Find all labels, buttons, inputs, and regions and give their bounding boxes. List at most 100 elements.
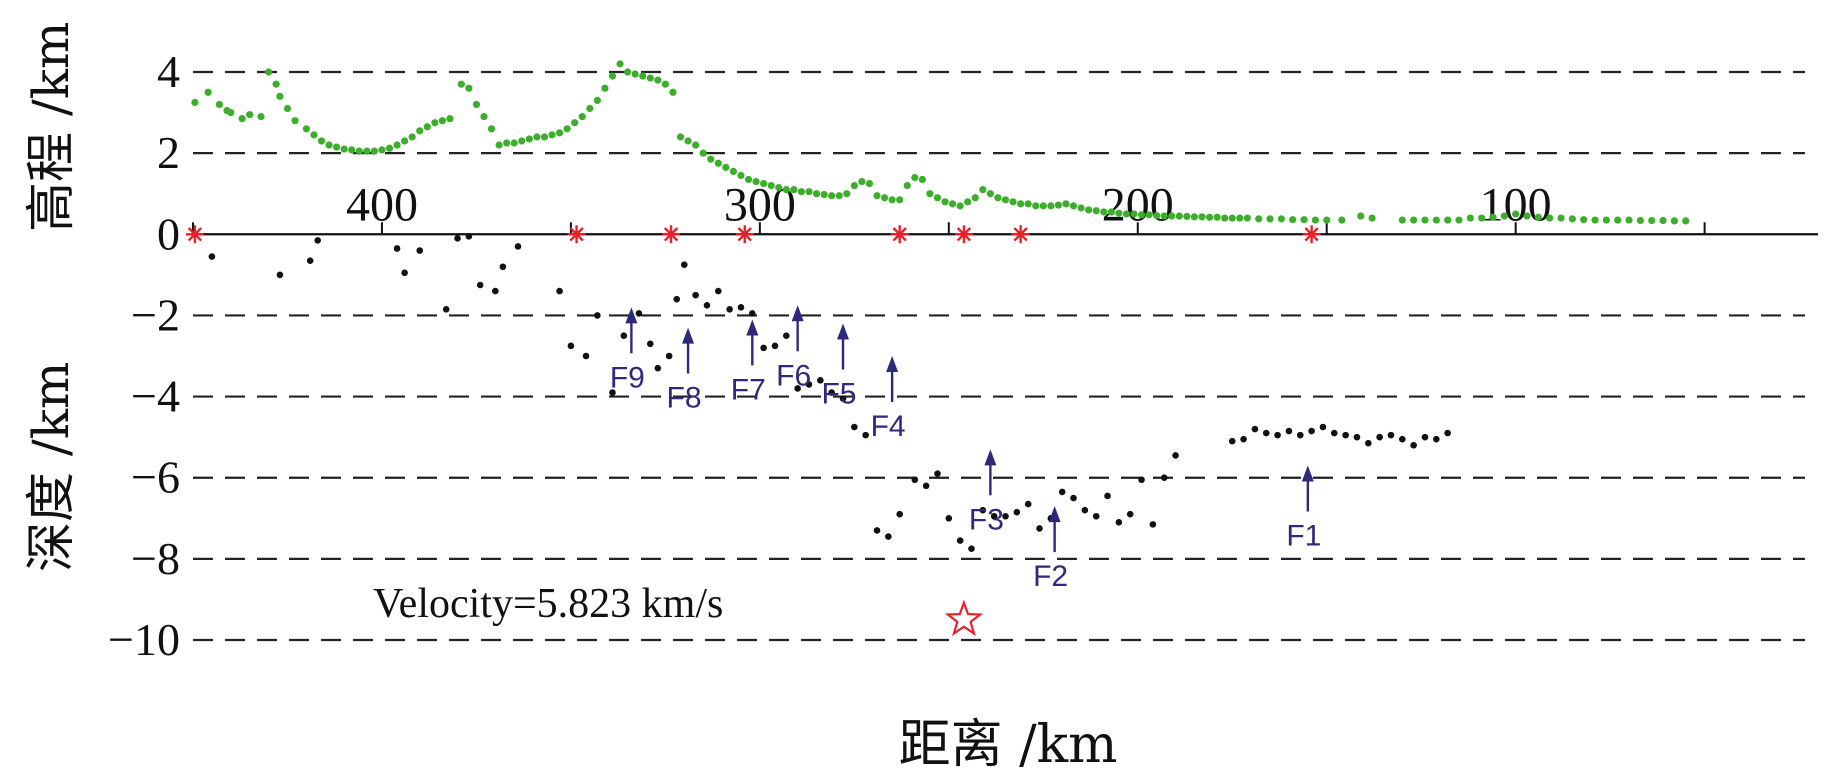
elevation-point xyxy=(264,68,273,76)
elevation-point xyxy=(503,139,511,147)
elevation-point xyxy=(472,100,481,109)
fault-f6: F6 xyxy=(776,305,811,392)
epicenter-star xyxy=(944,599,984,637)
depth-series xyxy=(208,233,1451,553)
elevation-point xyxy=(744,175,753,184)
depth-point xyxy=(783,332,790,340)
elevation-point xyxy=(926,190,934,198)
elevation-point xyxy=(1145,211,1153,219)
elevation-point xyxy=(333,143,341,151)
depth-point xyxy=(979,506,987,514)
elevation-point xyxy=(227,108,235,117)
depth-point xyxy=(1399,435,1406,443)
elevation-point xyxy=(1107,208,1115,216)
y-axis-label-lower: 深度 /km xyxy=(22,362,80,572)
depth-point xyxy=(1126,510,1134,518)
depth-point xyxy=(1240,435,1247,443)
depth-point xyxy=(514,243,522,250)
depth-point xyxy=(885,533,892,540)
depth-point xyxy=(556,287,563,295)
elevation-point xyxy=(850,182,858,190)
depth-point xyxy=(839,395,847,402)
depth-point xyxy=(794,385,801,392)
station-marker xyxy=(954,225,973,244)
depth-point xyxy=(401,269,408,277)
elevation-point xyxy=(1115,209,1123,217)
elevation-point xyxy=(302,125,310,133)
elevation-series xyxy=(191,60,1690,225)
depth-point xyxy=(416,247,424,254)
elevation-point xyxy=(276,92,284,100)
station-marker xyxy=(567,225,586,244)
elevation-point xyxy=(623,68,632,76)
elevation-point xyxy=(722,163,730,171)
elevation-point xyxy=(714,159,722,167)
fault-arrow-head xyxy=(791,305,804,322)
depth-point xyxy=(1058,488,1066,496)
depth-point xyxy=(771,342,779,350)
depth-point xyxy=(620,332,628,340)
elevation-point xyxy=(828,192,836,200)
depth-point xyxy=(1364,439,1372,447)
elevation-point xyxy=(1047,202,1055,210)
elevation-point xyxy=(1077,204,1085,212)
elevation-point xyxy=(994,194,1002,202)
elevation-point xyxy=(790,186,798,194)
depth-point xyxy=(726,306,733,313)
x-tick-label: 300 xyxy=(724,178,796,231)
elevation-point xyxy=(782,186,790,194)
elevation-point xyxy=(1001,196,1010,204)
elevation-point xyxy=(1266,215,1274,223)
elevation-point xyxy=(956,202,964,210)
elevation-point xyxy=(317,137,326,145)
elevation-point xyxy=(964,198,972,206)
station-markers xyxy=(185,225,1321,244)
elevation-point xyxy=(1085,206,1093,214)
fault-arrow-head xyxy=(625,307,638,324)
elevation-point xyxy=(918,175,926,184)
fault-arrow-head xyxy=(1301,465,1314,482)
depth-point xyxy=(1410,441,1417,449)
elevation-point xyxy=(1137,211,1146,219)
elevation-point xyxy=(767,182,775,190)
depth-point xyxy=(1081,506,1089,514)
elevation-point xyxy=(1659,216,1667,225)
depth-point xyxy=(499,263,507,271)
station-marker xyxy=(1011,225,1030,244)
elevation-point xyxy=(1175,212,1183,220)
station-marker xyxy=(890,225,909,244)
elevation-point xyxy=(1568,215,1576,223)
depth-point xyxy=(1262,429,1270,437)
depth-point xyxy=(760,344,767,352)
depth-point xyxy=(1353,433,1361,441)
elevation-point xyxy=(555,129,564,137)
elevation-point xyxy=(707,155,715,163)
elevation-point xyxy=(948,200,957,208)
elevation-point xyxy=(340,145,348,153)
station-marker xyxy=(662,225,681,244)
elevation-point xyxy=(457,80,465,88)
depth-point xyxy=(1444,429,1451,437)
depth-point xyxy=(393,245,401,252)
elevation-point xyxy=(1466,214,1474,222)
station-marker xyxy=(1302,225,1321,244)
depth-point xyxy=(714,287,722,295)
depth-point xyxy=(817,377,824,384)
y-tick-label: −10 xyxy=(108,614,180,665)
elevation-point xyxy=(438,117,447,125)
elevation-point xyxy=(348,146,356,154)
fault-f4: F4 xyxy=(871,356,906,443)
elevation-point xyxy=(1277,215,1285,223)
elevation-point xyxy=(1183,212,1191,221)
fault-f9: F9 xyxy=(610,307,645,394)
elevation-point xyxy=(563,125,571,133)
elevation-point xyxy=(888,196,896,204)
elevation-point xyxy=(1122,210,1131,218)
x-ticks: 400 300 200 100 xyxy=(192,178,1706,235)
elevation-point xyxy=(843,190,851,198)
elevation-point xyxy=(692,141,700,149)
elevation-point xyxy=(1190,213,1199,221)
elevation-point xyxy=(1062,200,1070,208)
elevation-point xyxy=(971,194,979,202)
